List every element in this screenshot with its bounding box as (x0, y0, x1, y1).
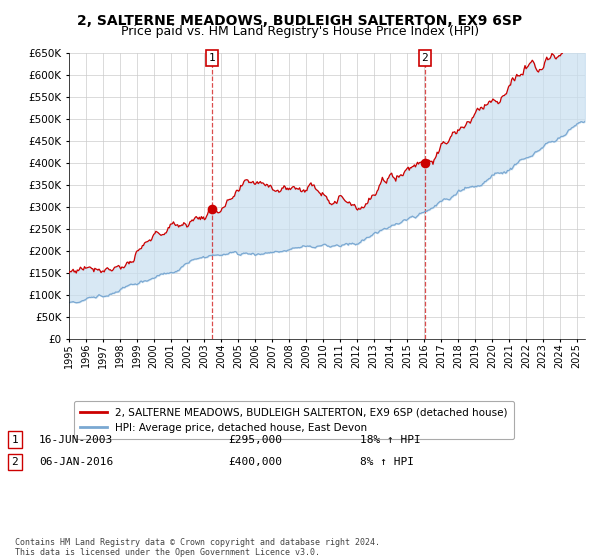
Text: 1: 1 (11, 435, 19, 445)
Text: Contains HM Land Registry data © Crown copyright and database right 2024.
This d: Contains HM Land Registry data © Crown c… (15, 538, 380, 557)
Text: 16-JUN-2003: 16-JUN-2003 (39, 435, 113, 445)
Text: 2, SALTERNE MEADOWS, BUDLEIGH SALTERTON, EX9 6SP: 2, SALTERNE MEADOWS, BUDLEIGH SALTERTON,… (77, 14, 523, 28)
Text: 06-JAN-2016: 06-JAN-2016 (39, 457, 113, 467)
Text: Price paid vs. HM Land Registry's House Price Index (HPI): Price paid vs. HM Land Registry's House … (121, 25, 479, 38)
Text: 2: 2 (11, 457, 19, 467)
Text: 18% ↑ HPI: 18% ↑ HPI (360, 435, 421, 445)
Text: 2: 2 (422, 53, 428, 63)
Text: 8% ↑ HPI: 8% ↑ HPI (360, 457, 414, 467)
Text: 1: 1 (209, 53, 215, 63)
Text: £400,000: £400,000 (228, 457, 282, 467)
Legend: 2, SALTERNE MEADOWS, BUDLEIGH SALTERTON, EX9 6SP (detached house), HPI: Average : 2, SALTERNE MEADOWS, BUDLEIGH SALTERTON,… (74, 401, 514, 439)
Text: £295,000: £295,000 (228, 435, 282, 445)
